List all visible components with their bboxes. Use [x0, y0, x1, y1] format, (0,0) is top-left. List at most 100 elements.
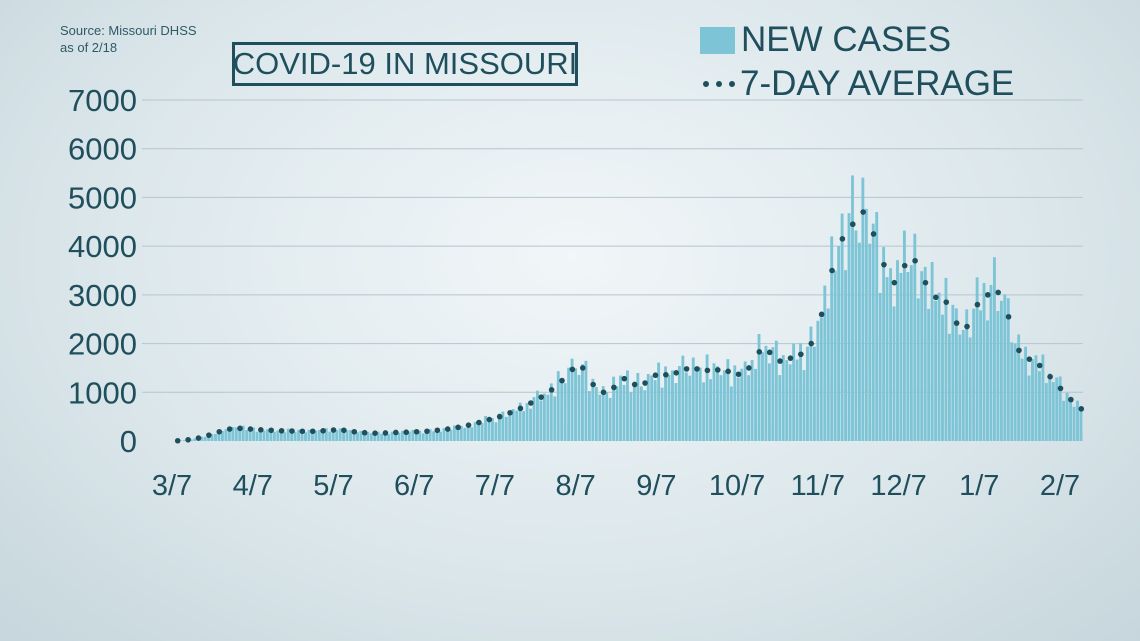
new-cases-bar [792, 343, 796, 441]
new-cases-bar [418, 430, 422, 441]
seven-day-average-point [943, 299, 950, 305]
seven-day-average-point [372, 430, 378, 437]
new-cases-bar [702, 382, 706, 441]
new-cases-bar [954, 308, 958, 441]
new-cases-bar [1051, 382, 1055, 441]
new-cases-bar [882, 247, 886, 441]
new-cases-bar [698, 367, 702, 441]
seven-day-average-point [382, 430, 389, 436]
new-cases-bar [941, 314, 944, 441]
seven-day-average-point [320, 427, 326, 434]
seven-day-average-point [393, 429, 399, 436]
new-cases-bar [629, 392, 633, 441]
seven-day-average-point [476, 419, 482, 426]
x-tick-label: 9/7 [636, 470, 676, 502]
new-cases-bar [1041, 354, 1045, 441]
new-cases-bar [466, 422, 470, 441]
seven-day-average-point [548, 387, 555, 393]
seven-day-average-point [964, 323, 970, 330]
new-cases-bar [414, 432, 418, 441]
new-cases-bar [407, 431, 411, 441]
new-cases-bar [491, 418, 494, 441]
legend-item-7-day-average: 7-DAY AVERAGE [700, 62, 1014, 106]
seven-day-average-point [226, 426, 233, 432]
new-cases-bar [1006, 298, 1010, 441]
new-cases-bar [525, 403, 529, 441]
new-cases-bar [920, 271, 924, 441]
dotted-line-icon [700, 71, 738, 98]
seven-day-average-point [278, 427, 285, 434]
new-cases-bar [1031, 359, 1034, 441]
new-cases-bar [1065, 392, 1069, 441]
seven-day-average-point [424, 428, 430, 435]
new-cases-bar [719, 375, 723, 441]
seven-day-average-point [517, 405, 524, 412]
seven-day-average-point [579, 365, 586, 371]
new-cases-bar [861, 177, 865, 441]
seven-day-average-point [590, 381, 596, 388]
new-cases-bar [262, 430, 266, 441]
new-cases-bar [684, 372, 688, 441]
new-cases-bar [847, 213, 851, 441]
new-cases-bar [487, 420, 491, 441]
seven-day-average-point [735, 371, 742, 378]
new-cases-bar [754, 368, 757, 441]
new-cases-bar [740, 368, 744, 441]
seven-day-average-point [600, 389, 607, 396]
new-cases-bar [934, 300, 938, 441]
new-cases-bar [733, 365, 737, 441]
new-cases-bar [283, 432, 287, 441]
x-tick-label: 5/7 [313, 470, 353, 502]
new-cases-bar [1055, 377, 1059, 441]
new-cases-bar [819, 317, 823, 441]
seven-day-average-point [1068, 396, 1074, 403]
new-cases-bar [608, 397, 612, 441]
new-cases-bar [729, 386, 733, 441]
new-cases-bar [331, 429, 335, 441]
new-cases-bar [653, 380, 657, 441]
new-cases-bar [837, 246, 841, 441]
new-cases-bar [314, 430, 318, 441]
new-cases-bar [560, 380, 564, 441]
seven-day-average-point [569, 366, 576, 373]
new-cases-bar [1069, 399, 1073, 441]
legend-label-7-day-average: 7-DAY AVERAGE [740, 64, 1015, 103]
new-cases-bar [757, 334, 761, 441]
seven-day-average-point [444, 426, 451, 432]
new-cases-bar [522, 411, 526, 441]
seven-day-average-point [174, 437, 181, 444]
seven-day-average-point [933, 294, 939, 301]
new-cases-bar [404, 433, 408, 441]
new-cases-bar [311, 432, 314, 441]
new-cases-bar [234, 427, 238, 441]
seven-day-average-point [206, 432, 212, 438]
new-cases-bar [923, 266, 927, 441]
new-cases-bar [1020, 358, 1024, 441]
x-tick-label: 6/7 [394, 470, 434, 502]
new-cases-bar [1044, 383, 1048, 441]
new-cases-bar [996, 310, 1000, 441]
new-cases-bar [231, 427, 235, 441]
new-cases-bar [1003, 294, 1007, 441]
seven-day-average-point [1057, 385, 1064, 392]
new-cases-bar [975, 277, 979, 441]
new-cases-bar [646, 374, 650, 441]
new-cases-bar [338, 428, 342, 441]
new-cases-bar [885, 277, 889, 441]
new-cases-bar [591, 378, 595, 441]
new-cases-bar [227, 431, 231, 441]
new-cases-bar [781, 355, 785, 441]
new-cases-bar [802, 370, 806, 441]
new-cases-bar [272, 431, 276, 441]
new-cases-bar [1062, 400, 1066, 441]
seven-day-average-point [652, 372, 659, 379]
seven-day-average-point [912, 257, 918, 264]
new-cases-bar [214, 433, 217, 441]
new-cases-bar [1072, 406, 1076, 441]
new-cases-bar [387, 434, 391, 441]
seven-day-average-point [953, 320, 960, 326]
legend-label-new-cases: NEW CASES [741, 20, 952, 59]
new-cases-bar [944, 277, 948, 441]
new-cases-bar [324, 428, 328, 441]
